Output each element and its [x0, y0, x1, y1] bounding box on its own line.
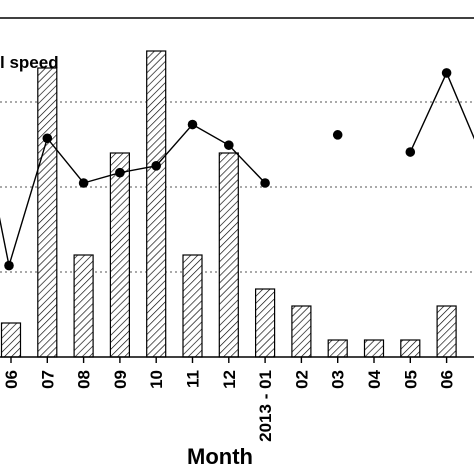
- bar: [327, 339, 348, 358]
- line-marker: [260, 178, 270, 188]
- line-segment: [409, 71, 474, 153]
- bar: [436, 305, 457, 358]
- line-marker: [405, 147, 416, 157]
- bar: [363, 339, 385, 358]
- line-marker: [151, 161, 161, 171]
- bar: [291, 305, 312, 358]
- legend-entry-label: l speed: [0, 53, 59, 72]
- x-tick-label: 12: [220, 370, 239, 389]
- x-tick-label: 2013 - 01: [256, 370, 275, 442]
- bar: [400, 339, 421, 358]
- line-marker: [78, 178, 89, 188]
- bar: [73, 254, 94, 358]
- bar: [0, 322, 22, 358]
- line-marker: [187, 119, 198, 130]
- x-tick-label: 11: [184, 370, 203, 388]
- gridlines: [0, 101, 474, 273]
- x-tick-label: 04: [365, 369, 384, 388]
- bar: [182, 254, 203, 358]
- line-marker: [42, 133, 53, 144]
- bar-series: [0, 50, 457, 358]
- x-tick-label: 05: [401, 370, 420, 389]
- x-axis-title: Month: [187, 444, 253, 469]
- x-axis-ticks: [10, 357, 448, 363]
- line-marker: [224, 140, 234, 150]
- x-tick-label: 07: [38, 370, 57, 389]
- x-tick-label: 03: [329, 370, 348, 389]
- x-tick-label: 06: [438, 370, 457, 389]
- bar: [255, 288, 276, 358]
- bar: [37, 67, 58, 358]
- plot-frame: [0, 17, 474, 358]
- bar: [218, 152, 239, 358]
- line-series: [0, 68, 474, 271]
- line-marker: [4, 260, 14, 271]
- bar: [146, 50, 167, 358]
- line-marker: [115, 167, 125, 178]
- x-tick-label: 09: [111, 370, 130, 389]
- line-marker: [441, 68, 452, 78]
- bar: [109, 152, 131, 358]
- line-marker: [332, 130, 343, 140]
- x-tick-label: 06: [2, 370, 21, 389]
- x-tick-label: 10: [147, 370, 166, 389]
- x-tick-label: 02: [292, 370, 311, 389]
- x-tick-label: 08: [75, 370, 94, 389]
